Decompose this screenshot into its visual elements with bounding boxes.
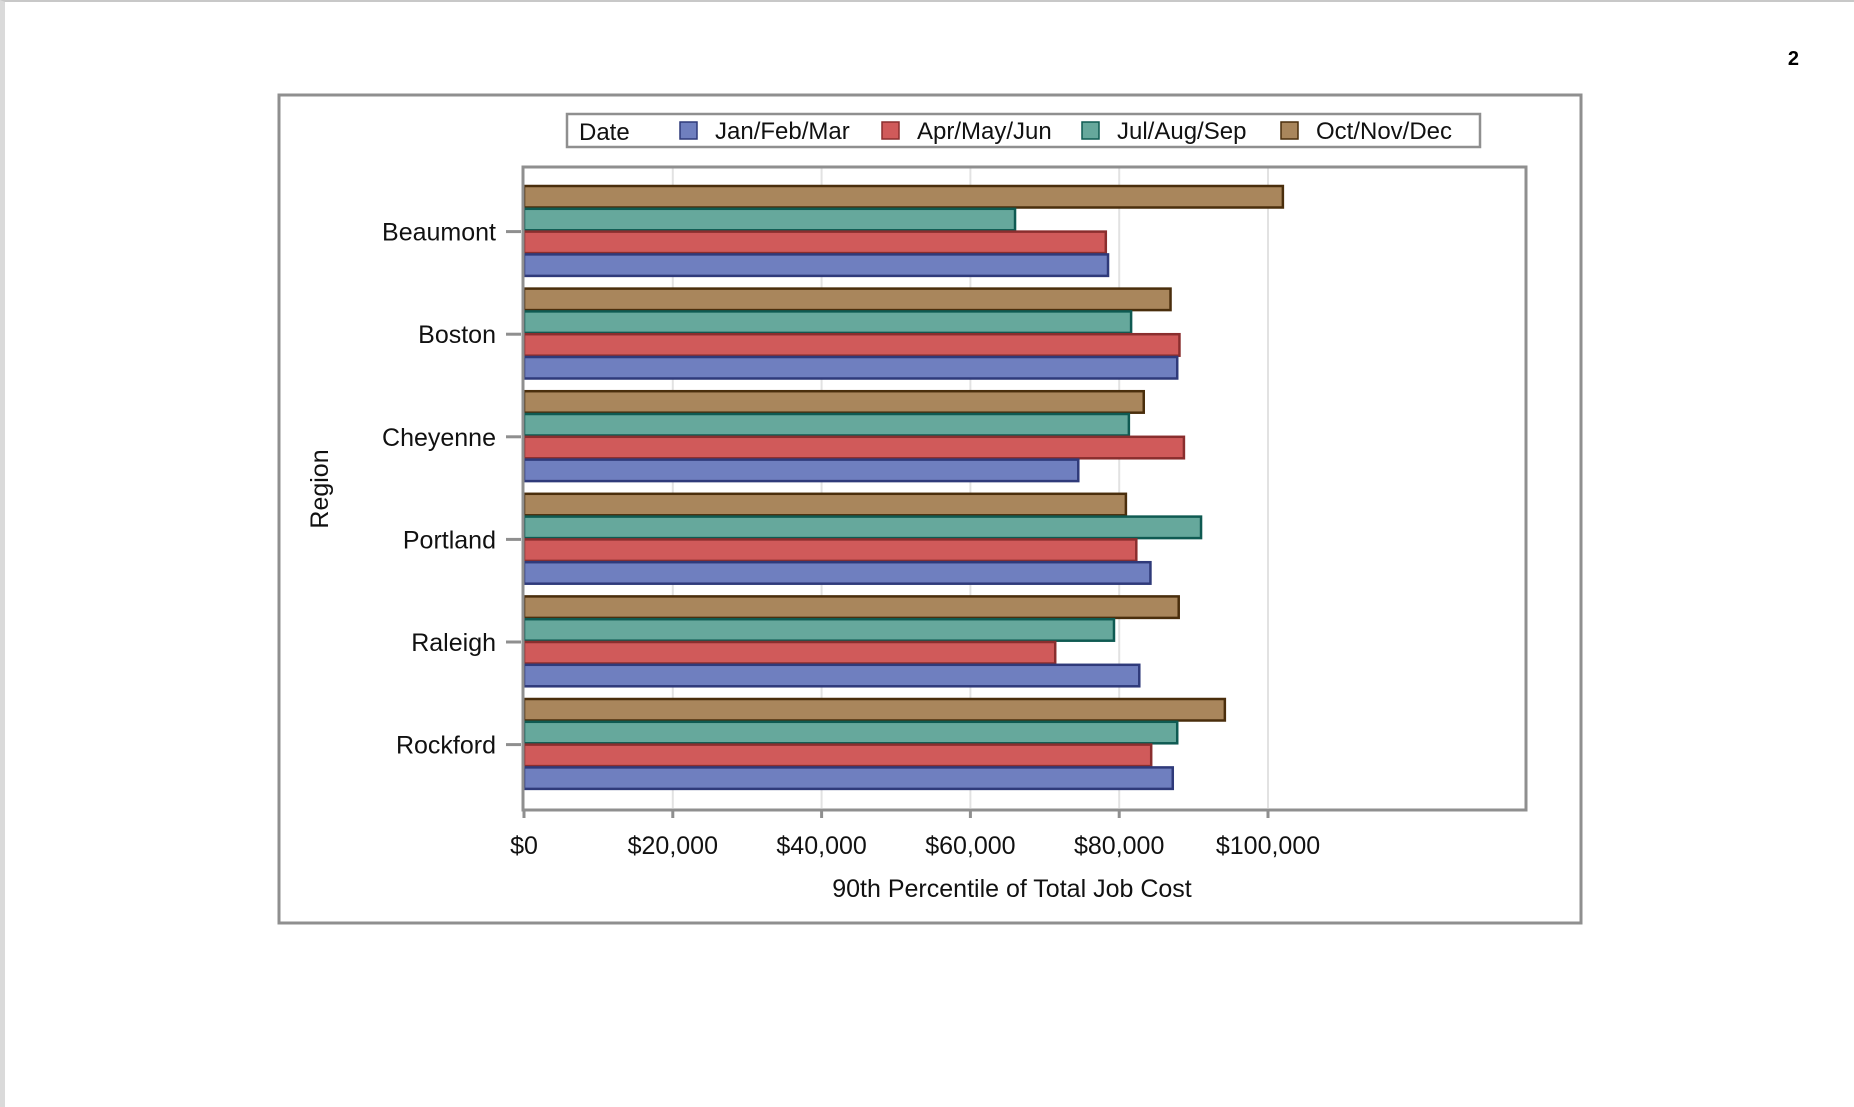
bar-boston-series-3 (522, 287, 1172, 312)
bar-boston-series-0 (522, 355, 1179, 380)
bars (522, 184, 1285, 791)
plot-area-frame (521, 165, 1528, 812)
category-label: Cheyenne (382, 424, 496, 452)
bar-beaumont-series-1 (522, 230, 1108, 255)
x-tick-label: $20,000 (628, 832, 718, 860)
x-axis: $0 $20,000 $40,000 $60,000 $80,000 $100,000 (510, 809, 1320, 860)
bar-raleigh-series-1 (522, 640, 1057, 665)
legend-swatch (679, 121, 698, 140)
x-tick-label: $60,000 (925, 832, 1015, 860)
category-label: Raleigh (411, 629, 496, 657)
bar-beaumont-series-0 (522, 253, 1110, 278)
legend: Date Jan/Feb/Mar Apr/May/Jun Jul/Aug/Sep Oc… (565, 112, 1482, 149)
legend-entry: Apr/May/Jun (917, 118, 1052, 145)
x-tick-label: $100,000 (1216, 832, 1320, 860)
legend-swatch (1081, 121, 1100, 140)
y-axis-title: Region (306, 449, 334, 528)
legend-title: Date (579, 119, 630, 146)
bar-raleigh-series-3 (522, 595, 1180, 620)
x-tick-label: $0 (510, 832, 538, 860)
x-tick-label: $40,000 (776, 832, 866, 860)
category-label: Rockford (396, 732, 496, 760)
legend-box (565, 112, 1482, 149)
legend-swatch (881, 121, 900, 140)
bar-portland-series-3 (522, 492, 1128, 517)
bar-raleigh-series-2 (522, 617, 1116, 642)
x-axis-title: 90th Percentile of Total Job Cost (832, 875, 1192, 903)
bar-cheyenne-series-0 (522, 458, 1080, 483)
bar-cheyenne-series-2 (522, 412, 1131, 437)
bar-beaumont-series-3 (522, 184, 1285, 209)
bar-rockford-series-1 (522, 743, 1153, 768)
bar-boston-series-2 (522, 310, 1133, 335)
legend-entry: Oct/Nov/Dec (1316, 118, 1452, 145)
legend-swatch (1280, 121, 1299, 140)
category-label: Portland (403, 526, 496, 554)
bar-boston-series-1 (522, 332, 1181, 357)
bar-portland-series-0 (522, 560, 1152, 585)
page-number: 2 (1787, 48, 1799, 70)
bar-portland-series-1 (522, 538, 1138, 563)
category-label: Boston (418, 321, 496, 349)
bar-raleigh-series-0 (522, 663, 1141, 688)
bar-portland-series-2 (522, 515, 1203, 540)
category-label: Beaumont (382, 219, 496, 247)
bar-beaumont-series-2 (522, 207, 1017, 232)
bar-rockford-series-2 (522, 720, 1179, 745)
bar-rockford-series-3 (522, 697, 1227, 722)
bar-cheyenne-series-1 (522, 435, 1186, 460)
y-axis: Beaumont Boston Cheyenne Portland Raleigh Roc… (382, 219, 521, 760)
x-tick-label: $80,000 (1074, 832, 1164, 860)
bar-cheyenne-series-3 (522, 389, 1146, 414)
legend-entry: Jan/Feb/Mar (715, 118, 850, 145)
legend-entry: Jul/Aug/Sep (1117, 118, 1246, 145)
bar-rockford-series-0 (522, 766, 1175, 791)
